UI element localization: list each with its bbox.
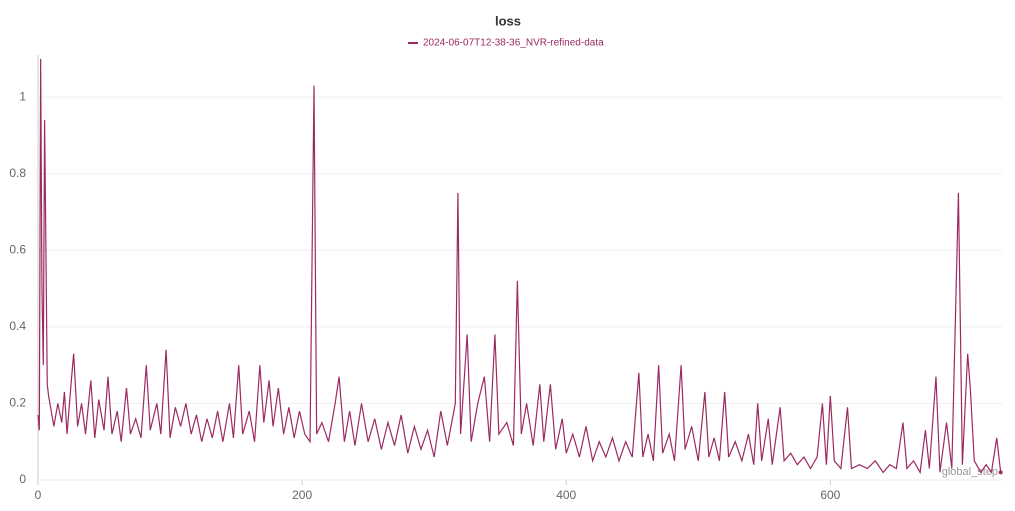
y-tick-label: 0.2 [9, 396, 26, 410]
x-axis-label: global_step [942, 466, 998, 478]
y-tick-label: 0.6 [9, 242, 26, 256]
y-tick-label: 0 [19, 472, 26, 486]
chart-title: loss [495, 13, 521, 28]
y-tick-label: 1 [19, 89, 26, 103]
y-tick-label: 0.8 [9, 166, 26, 180]
x-tick-label: 200 [292, 488, 312, 502]
x-tick-label: 0 [35, 488, 42, 502]
legend-label: 2024-06-07T12-38-36_NVR-refined-data [423, 38, 604, 49]
y-tick-label: 0.4 [9, 319, 26, 333]
x-tick-label: 600 [820, 488, 840, 502]
end-dot [998, 470, 1003, 475]
x-tick-label: 400 [556, 488, 576, 502]
line [37, 58, 1002, 475]
